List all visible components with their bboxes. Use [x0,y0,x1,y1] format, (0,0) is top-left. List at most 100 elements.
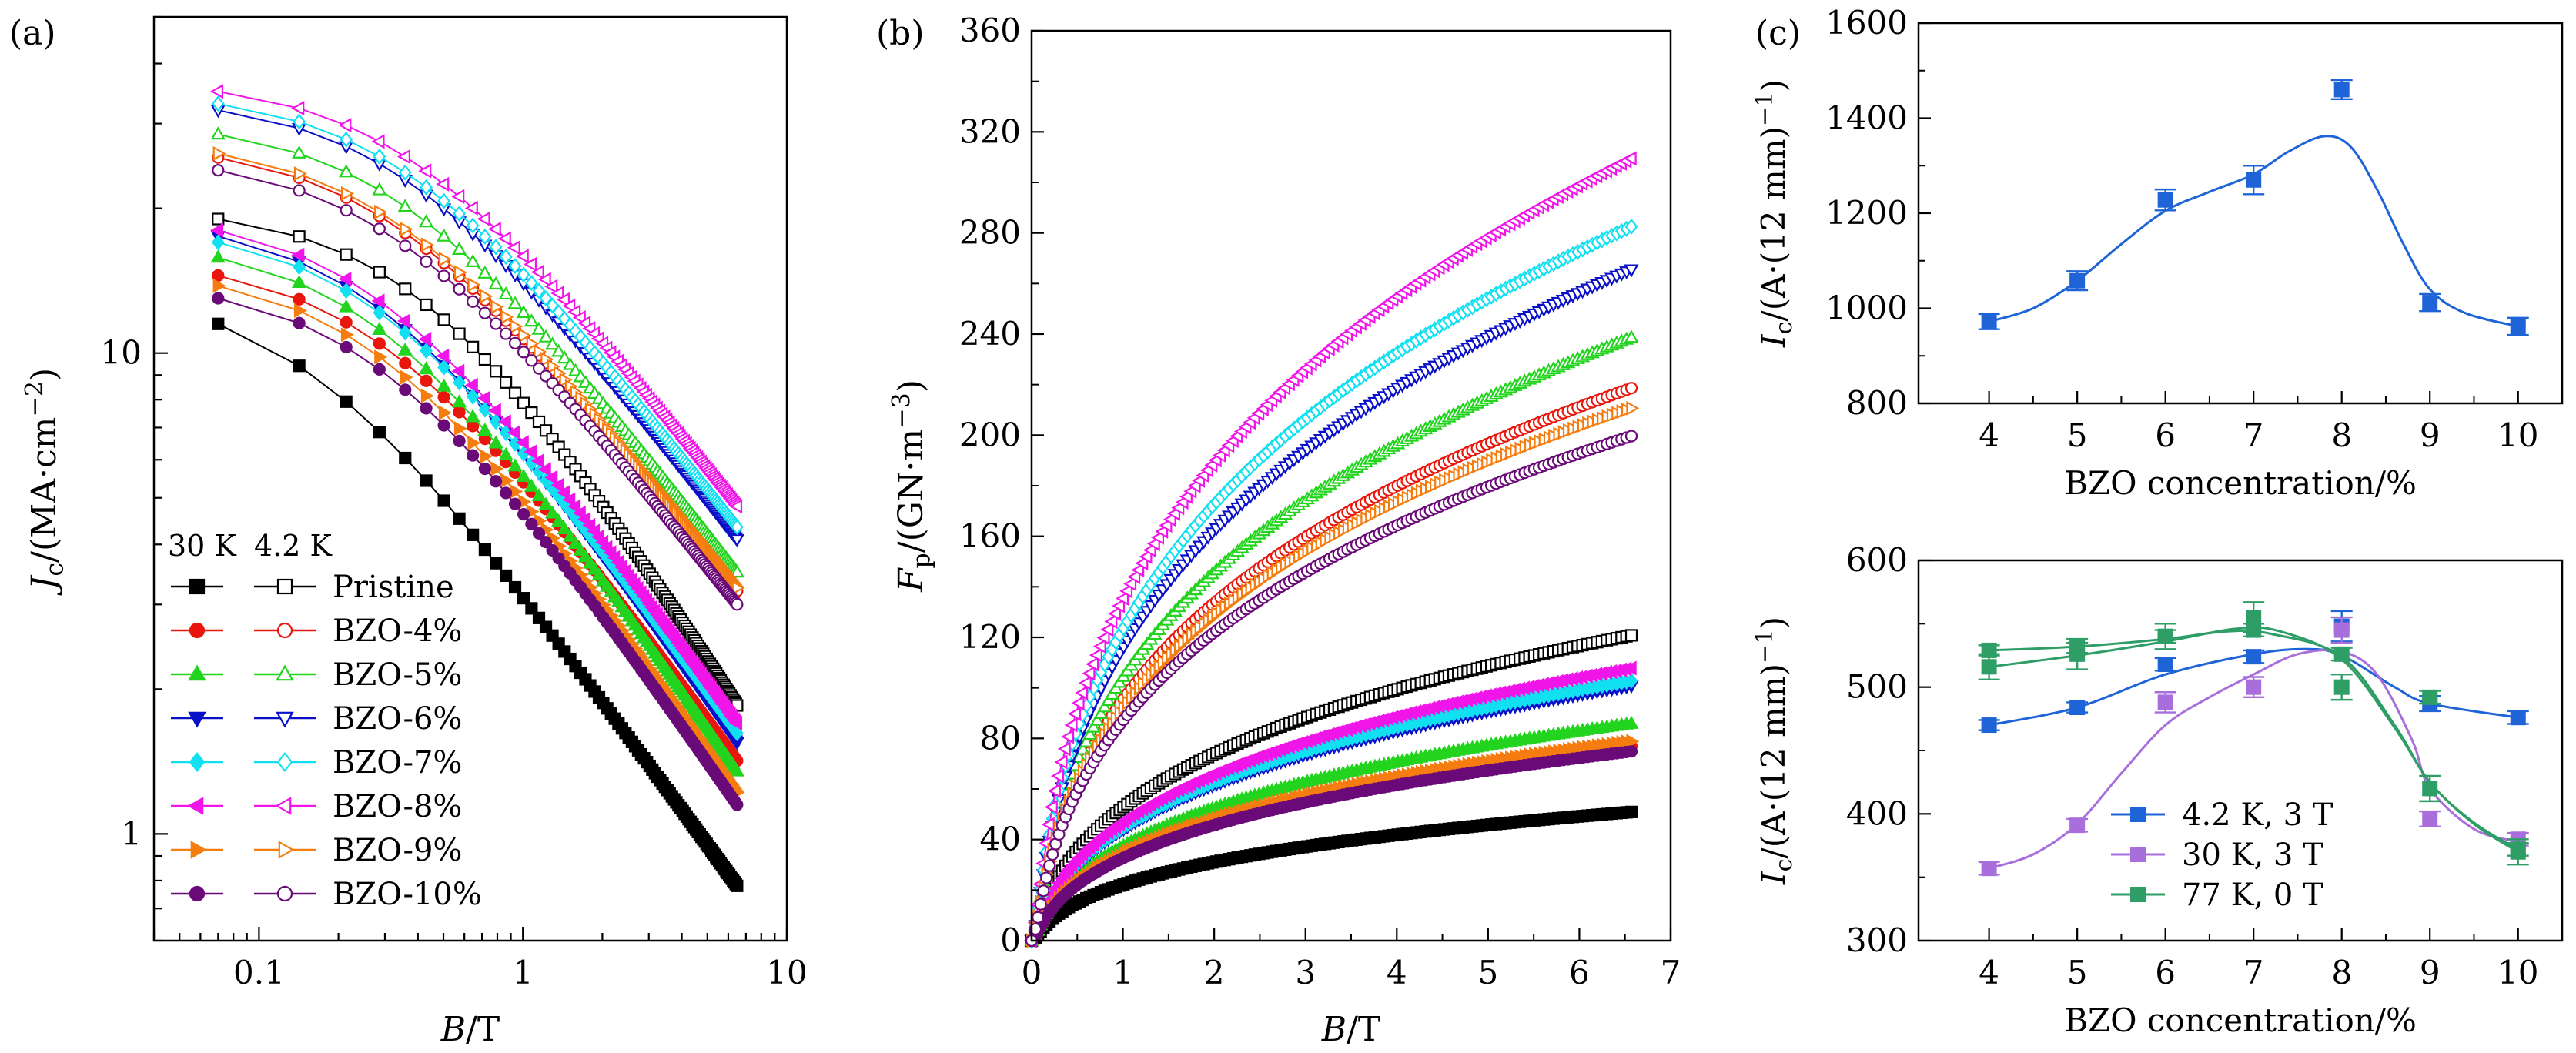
data-point-BZO-8%-jc30 [451,363,465,379]
data-point-BZO-5%-jc30 [729,763,744,777]
fit-curve-c-bottom-3 [1989,626,2519,853]
ylabel-close: ) [25,368,64,381]
data-point-c-bottom [2422,811,2438,827]
data-point-BZO-10%-jc30 [508,497,522,510]
data-point-BZO-8%-jc42 [556,292,570,307]
data-point-BZO-8%-4.2 K [1139,549,1153,564]
data-point-BZO-4%-jc30 [373,337,386,350]
ylabel-superscript: −3 [888,393,915,429]
legend-marker-30k [189,622,206,639]
data-point-BZO-9%-jc42 [518,328,532,343]
data-point-BZO-8%-4.2 K [1064,717,1078,733]
y-tick-label-c-top: 1400 [1825,99,1908,137]
y-tick-label-a: 10 [101,334,142,372]
data-point-BZO-9%-jc42 [293,166,307,182]
x-tick-label-c-bottom: 8 [2331,954,2352,991]
data-point-BZO-8%-4.2 K [1061,729,1075,744]
x-axis-label-a: B/T [440,1010,500,1049]
data-point-BZO-9%-jc42 [490,299,504,315]
data-point-c-top [2333,82,2350,98]
panel-b-fp-vs-field: 0 1 2 3 4 5 6 704080120160200240280320360B/TFp/… [888,12,1681,1049]
x-tick-label-b: 3 [1295,954,1316,991]
data-point-BZO-10%-jc42 [437,269,450,282]
y-tick-label-b: 360 [959,12,1021,49]
data-point-c-bottom [2157,657,2173,673]
data-point-BZO-10%-jc42 [508,336,522,349]
data-point-BZO-7%-jc30 [489,413,503,430]
data-point-BZO-9%-jc42 [526,336,540,352]
panel-c-series-c-bottom [1978,601,2529,877]
y-axis-label-b: Fp/(GN·m−3) [888,379,935,593]
data-point-BZO-8%-jc42 [338,118,352,133]
ylabel-symbol: I [1755,333,1792,348]
ylabel-symbol: F [892,567,931,593]
y-tick-label-b: 240 [959,315,1021,353]
data-point-BZO-5%-4.2 K [1086,719,1102,733]
y-tick-label-b: 280 [959,214,1021,252]
data-point-Pristine-jc42 [499,376,513,389]
panel-c-series-c-top [1978,79,2529,336]
data-point-BZO-9%-jc30 [453,421,467,436]
data-point-c-top [2422,295,2438,311]
legend-header-42k: 4.2 K [254,529,333,563]
data-point-BZO-5%-jc42 [418,214,434,228]
data-point-c-bottom [2246,679,2262,695]
data-point-BZO-8%-4.2 K [1057,741,1071,757]
data-point-BZO-8%-jc30 [487,403,501,418]
data-point-BZO-8%-jc30 [436,348,450,363]
data-point-BZO-10%-4.2 K [1034,898,1047,911]
legend-marker-c-bottom [2130,807,2146,822]
data-point-BZO-5%-4.2 K [1101,693,1116,707]
data-point-BZO-5%-jc42 [507,296,523,309]
data-point-Pristine-4.2 K [1624,629,1638,642]
data-point-BZO-5%-jc30 [498,446,514,460]
data-point-BZO-5%-jc30 [567,535,584,549]
data-point-BZO-8%-4.2 K [1104,613,1118,629]
data-point-BZO-10%-jc30 [467,449,480,462]
data-point-Pristine-jc42 [467,340,480,353]
data-point-c-bottom [1981,861,1997,877]
data-point-BZO-7%-jc42 [489,239,503,256]
data-point-BZO-8%-4.2 K [1108,606,1122,621]
data-point-Pristine-jc30 [467,528,480,541]
data-point-c-bottom [2422,781,2438,797]
data-point-BZO-5%-4.2 K [1624,329,1639,343]
y-tick-label-c-bottom: 500 [1846,668,1908,706]
x-tick-label-c-bottom: 9 [2420,954,2441,991]
y-tick-label-c-top: 800 [1846,384,1908,422]
data-point-BZO-10%-jc42 [453,282,466,296]
data-point-BZO-8%-4.2 K [1623,151,1637,166]
data-point-BZO-8%-jc42 [487,222,501,237]
y-tick-label-c-top: 1600 [1825,4,1908,42]
legend-c-bottom: 4.2 K, 3 T 30 K, 3 T 77 K, 0 T [2111,797,2333,913]
data-point-BZO-8%-jc30 [477,390,490,406]
data-point-c-bottom [2157,628,2173,644]
data-point-BZO-7%-jc30 [453,374,466,391]
data-point-c-top [1981,313,1997,329]
y-tick-label-b: 320 [959,112,1021,150]
data-point-BZO-5%-jc30 [538,496,554,510]
data-point-BZO-10%-jc30 [499,486,513,500]
data-point-BZO-9%-jc42 [731,580,745,596]
data-point-BZO-5%-4.2 K [1089,712,1105,726]
y-tick-label-b: 160 [959,517,1021,555]
data-point-BZO-9%-jc30 [340,327,354,343]
data-point-BZO-9%-jc42 [480,289,493,304]
data-point-BZO-5%-jc42 [498,286,514,300]
data-point-BZO-4%-jc30 [453,406,466,419]
x-tick-label-c-bottom: 10 [2497,954,2538,991]
data-point-BZO-5%-jc42 [524,313,539,327]
data-point-c-bottom [2333,679,2350,695]
data-point-BZO-10%-4.2 K [1037,884,1050,898]
data-point-Pristine-jc30 [399,451,412,465]
y-tick-label-a: 1 [121,814,142,852]
y-tick-label-c-bottom: 600 [1846,541,1908,579]
data-point-BZO-8%-4.2 K [1150,530,1164,545]
data-point-BZO-5%-jc30 [372,321,387,335]
data-point-BZO-10%-jc30 [532,526,546,540]
legend-label-a: BZO-8% [333,789,462,824]
data-point-BZO-8%-jc30 [371,293,385,309]
legend-marker-30k [190,841,207,859]
data-point-BZO-8%-jc30 [567,499,581,514]
data-point-BZO-10%-jc30 [373,363,386,376]
